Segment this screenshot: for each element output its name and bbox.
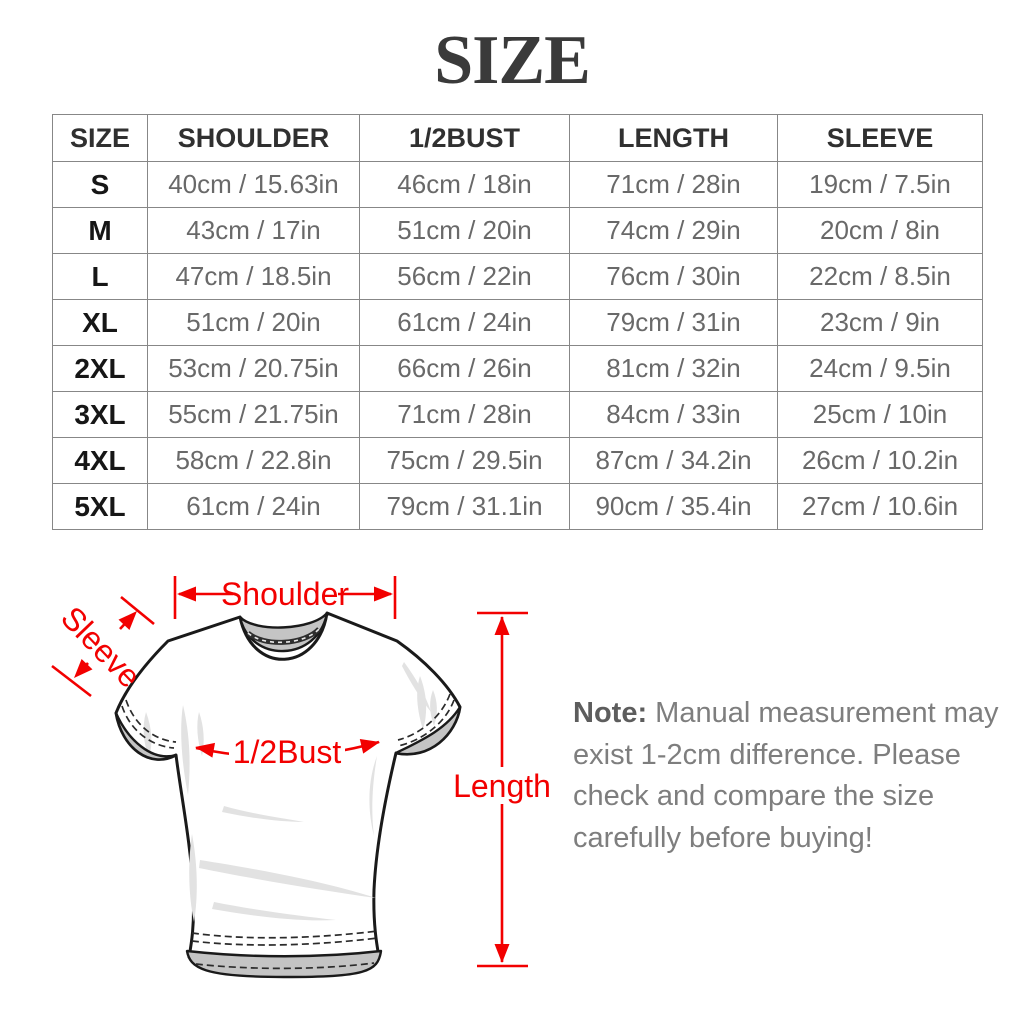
- table-row: 3XL 55cm / 21.75in 71cm / 28in 84cm / 33…: [52, 391, 983, 438]
- length-cell: 79cm / 31in: [569, 299, 778, 346]
- size-cell: 3XL: [52, 391, 148, 438]
- cuff-stitching: [121, 693, 455, 749]
- bust-cell: 66cm / 26in: [359, 345, 570, 392]
- size-table: SIZE SHOULDER 1/2BUST LENGTH SLEEVE S 40…: [52, 114, 983, 530]
- table-row: L 47cm / 18.5in 56cm / 22in 76cm / 30in …: [52, 253, 983, 300]
- table-row: 4XL 58cm / 22.8in 75cm / 29.5in 87cm / 3…: [52, 437, 983, 484]
- size-cell: S: [52, 161, 148, 208]
- length-cell: 76cm / 30in: [569, 253, 778, 300]
- tshirt-graphic: [114, 611, 462, 979]
- shoulder-cell: 51cm / 20in: [147, 299, 360, 346]
- sleeve-cell: 24cm / 9.5in: [777, 345, 983, 392]
- sleeve-cell: 27cm / 10.6in: [777, 483, 983, 530]
- bust-arrow: 1/2Bust: [195, 734, 380, 770]
- sleeve-cell: 25cm / 10in: [777, 391, 983, 438]
- bust-cell: 79cm / 31.1in: [359, 483, 570, 530]
- wrinkle-shadows: [143, 662, 437, 922]
- column-header-length: LENGTH: [569, 114, 778, 162]
- shoulder-cell: 43cm / 17in: [147, 207, 360, 254]
- note-line: carefully before buying!: [573, 821, 873, 854]
- size-cell: 5XL: [52, 483, 148, 530]
- table-row: 2XL 53cm / 20.75in 66cm / 26in 81cm / 32…: [52, 345, 983, 392]
- page-title: SIZE: [434, 22, 591, 99]
- table-row: 5XL 61cm / 24in 79cm / 31.1in 90cm / 35.…: [52, 483, 983, 530]
- note-prefix: Note:: [573, 697, 648, 729]
- size-cell: XL: [52, 299, 148, 346]
- left-cuff-inside: [114, 711, 178, 761]
- length-label: Length: [453, 768, 551, 804]
- note-line: check and compare the size: [573, 780, 935, 812]
- bust-cell: 56cm / 22in: [359, 253, 570, 300]
- table-row: M 43cm / 17in 51cm / 20in 74cm / 29in 20…: [52, 207, 983, 254]
- sleeve-cell: 26cm / 10.2in: [777, 437, 983, 484]
- right-cuff-inside: [394, 705, 462, 756]
- table-row: S 40cm / 15.63in 46cm / 18in 71cm / 28in…: [52, 161, 983, 208]
- collar: [238, 611, 329, 653]
- shoulder-cell: 47cm / 18.5in: [147, 253, 360, 300]
- bust-cell: 75cm / 29.5in: [359, 437, 570, 484]
- column-header-bust: 1/2BUST: [359, 114, 570, 162]
- shoulder-cell: 61cm / 24in: [147, 483, 360, 530]
- bust-label: 1/2Bust: [233, 734, 342, 770]
- shoulder-label: Shoulder: [221, 576, 349, 612]
- length-cell: 71cm / 28in: [569, 161, 778, 208]
- size-cell: 2XL: [52, 345, 148, 392]
- note-text: Note: Manual measurement may exist 1-2cm…: [573, 693, 1003, 859]
- length-cell: 74cm / 29in: [569, 207, 778, 254]
- sleeve-cell: 19cm / 7.5in: [777, 161, 983, 208]
- sleeve-cell: 23cm / 9in: [777, 299, 983, 346]
- bust-cell: 51cm / 20in: [359, 207, 570, 254]
- bust-cell: 46cm / 18in: [359, 161, 570, 208]
- length-cell: 84cm / 33in: [569, 391, 778, 438]
- column-header-shoulder: SHOULDER: [147, 114, 360, 162]
- tshirt-measurement-diagram: Shoulder Sleeve 1/2Bust Length: [51, 576, 551, 979]
- tshirt-outline: [114, 611, 462, 964]
- table-row: XL 51cm / 20in 61cm / 24in 79cm / 31in 2…: [52, 299, 983, 346]
- header-row: SIZE SHOULDER 1/2BUST LENGTH SLEEVE: [52, 114, 983, 162]
- note-line: exist 1-2cm difference. Please: [573, 738, 961, 771]
- sleeve-cell: 22cm / 8.5in: [777, 253, 983, 300]
- column-header-size: SIZE: [52, 114, 148, 162]
- bust-cell: 61cm / 24in: [359, 299, 570, 346]
- length-arrow: Length: [453, 611, 551, 968]
- bottom-hem: [185, 930, 383, 979]
- hem-band: [185, 949, 383, 979]
- shoulder-cell: 53cm / 20.75in: [147, 345, 360, 392]
- shoulder-cell: 55cm / 21.75in: [147, 391, 360, 438]
- column-header-sleeve: SLEEVE: [777, 114, 983, 162]
- shoulder-arrow: Shoulder: [173, 576, 397, 619]
- shoulder-cell: 40cm / 15.63in: [147, 161, 360, 208]
- length-cell: 90cm / 35.4in: [569, 483, 778, 530]
- shoulder-cell: 58cm / 22.8in: [147, 437, 360, 484]
- size-cell: M: [52, 207, 148, 254]
- sleeve-cell: 20cm / 8in: [777, 207, 983, 254]
- size-cell: L: [52, 253, 148, 300]
- size-cell: 4XL: [52, 437, 148, 484]
- length-cell: 87cm / 34.2in: [569, 437, 778, 484]
- bust-cell: 71cm / 28in: [359, 391, 570, 438]
- length-cell: 81cm / 32in: [569, 345, 778, 392]
- note-line: Note: Manual measurement may: [573, 697, 999, 729]
